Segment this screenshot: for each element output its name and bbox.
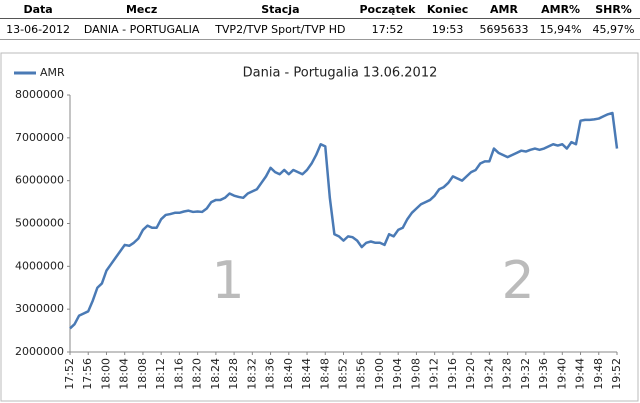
x-tick-label: 18:44 xyxy=(300,358,313,390)
cell: TVP2/TVP Sport/TVP HD xyxy=(207,18,354,40)
y-tick-label: 2000000 xyxy=(15,345,64,358)
header: SHR% xyxy=(587,0,640,19)
x-tick-label: 18:00 xyxy=(99,358,112,390)
cell: 13-06-2012 xyxy=(0,18,77,40)
y-tick-label: 5000000 xyxy=(15,217,64,230)
annotation: 1 xyxy=(211,251,244,311)
x-tick-label: 19:32 xyxy=(519,358,532,390)
y-tick-label: 8000000 xyxy=(15,88,64,101)
x-tick-label: 18:12 xyxy=(154,358,167,390)
x-tick-label: 17:56 xyxy=(81,358,94,390)
x-tick-label: 19:04 xyxy=(391,358,404,390)
x-tick-label: 19:08 xyxy=(409,358,422,390)
header: AMR xyxy=(473,0,535,19)
x-tick-label: 17:52 xyxy=(63,358,76,390)
chart: Dania - Portugalia 13.06.2012 2000000 300… xyxy=(0,52,639,402)
cell: 15,94% xyxy=(534,18,588,40)
cell: 45,97% xyxy=(587,18,640,40)
x-tick-label: 18:52 xyxy=(337,358,350,390)
header: Stacja xyxy=(207,0,354,19)
x-tick-label: 18:40 xyxy=(282,358,295,390)
header: AMR% xyxy=(534,0,588,19)
header: Początek xyxy=(353,0,422,19)
cell: 17:52 xyxy=(353,18,422,40)
cell: 5695633 xyxy=(473,18,535,40)
data-row: 13-06-2012 DANIA - PORTUGALIA TVP2/TVP S… xyxy=(0,18,640,40)
x-tick-label: 18:28 xyxy=(227,358,240,390)
legend-label: AMR xyxy=(40,66,65,79)
cell: 19:53 xyxy=(421,18,474,40)
header-row: Data Mecz Stacja Początek Koniec AMR AMR… xyxy=(0,0,640,19)
x-tick-label: 18:24 xyxy=(209,358,222,390)
x-tick-label: 19:36 xyxy=(537,358,550,390)
cell: DANIA - PORTUGALIA xyxy=(76,18,208,40)
header: Data xyxy=(0,0,77,19)
x-tick-label: 18:56 xyxy=(355,358,368,390)
y-tick-label: 4000000 xyxy=(15,259,64,272)
x-tick-label: 19:28 xyxy=(501,358,514,390)
x-tick-label: 18:32 xyxy=(245,358,258,390)
x-tick-label: 19:12 xyxy=(428,358,441,390)
x-tick-label: 18:36 xyxy=(264,358,277,390)
y-tick-label: 6000000 xyxy=(15,174,64,187)
x-tick-label: 18:08 xyxy=(136,358,149,390)
x-tick-label: 19:20 xyxy=(464,358,477,390)
header: Koniec xyxy=(421,0,474,19)
chart-frame xyxy=(0,52,639,402)
x-tick-label: 19:24 xyxy=(482,358,495,390)
x-tick-label: 19:48 xyxy=(592,358,605,390)
header: Mecz xyxy=(76,0,208,19)
data-line xyxy=(69,111,619,330)
y-tick-label: 3000000 xyxy=(15,302,64,315)
x-tick-label: 18:04 xyxy=(118,358,131,390)
x-tick-label: 19:44 xyxy=(574,358,587,390)
y-tick-label: 7000000 xyxy=(15,131,64,144)
chart-title: Dania - Portugalia 13.06.2012 xyxy=(243,66,438,81)
x-tick-label: 19:00 xyxy=(373,358,386,390)
x-tick-label: 19:40 xyxy=(555,358,568,390)
x-tick-label: 18:48 xyxy=(318,358,331,390)
x-tick-label: 18:16 xyxy=(172,358,185,390)
annotation: 2 xyxy=(501,251,534,311)
x-tick-label: 19:16 xyxy=(446,358,459,390)
x-tick-label: 18:20 xyxy=(191,358,204,390)
x-tick-label: 19:52 xyxy=(610,358,623,390)
info-table: Data Mecz Stacja Początek Koniec AMR AMR… xyxy=(0,0,640,40)
